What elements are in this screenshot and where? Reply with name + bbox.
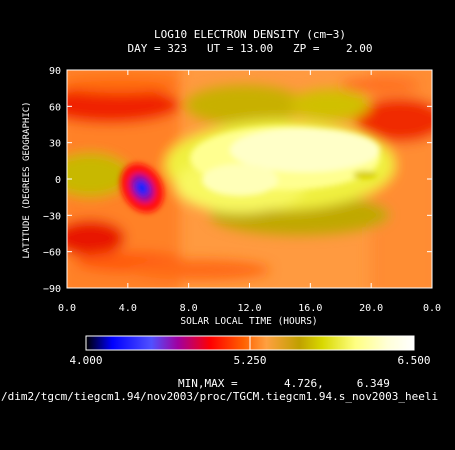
y-tick-label: 90 (49, 66, 61, 77)
y-tick-label: 0 (55, 175, 61, 186)
y-tick-label: 60 (49, 102, 61, 113)
x-tick-label: 0.0 (58, 303, 76, 314)
y-tick-labels: 90 60 30 0 −30 −60 −90 (43, 66, 61, 295)
x-tick-label: 0.0 (423, 303, 441, 314)
y-tick-label: 30 (49, 139, 61, 150)
colorbar-min-label: 4.000 (69, 354, 102, 367)
chart-title: LOG10 ELECTRON DENSITY (cm−3) (154, 28, 346, 41)
axis-ticks (66, 69, 433, 289)
x-tick-label: 16.0 (298, 303, 322, 314)
y-tick-label: −30 (43, 211, 61, 222)
x-tick-label: 8.0 (180, 303, 198, 314)
minmax-readout: MIN,MAX = 4.726, 6.349 (178, 377, 390, 390)
x-tick-label: 12.0 (237, 303, 261, 314)
x-axis-label: SOLAR LOCAL TIME (HOURS) (180, 316, 317, 327)
footer-path: /dim2/tgcm/tiegcm1.94/nov2003/proc/TGCM.… (1, 390, 438, 403)
colorbar-mid-label: 5.250 (233, 354, 266, 367)
heatmap-field (67, 70, 432, 288)
x-tick-labels: 0.0 4.0 8.0 12.0 16.0 20.0 0.0 (58, 303, 441, 314)
x-tick-label: 4.0 (119, 303, 137, 314)
y-tick-label: −60 (43, 248, 61, 259)
x-tick-label: 20.0 (359, 303, 383, 314)
colorbar-max-label: 6.500 (397, 354, 430, 367)
y-axis-label: LATITUDE (DEGREES GEOGRAPHIC) (22, 101, 32, 258)
y-tick-label: −90 (43, 284, 61, 295)
chart-subtitle: DAY = 323 UT = 13.00 ZP = 2.00 (127, 42, 372, 55)
